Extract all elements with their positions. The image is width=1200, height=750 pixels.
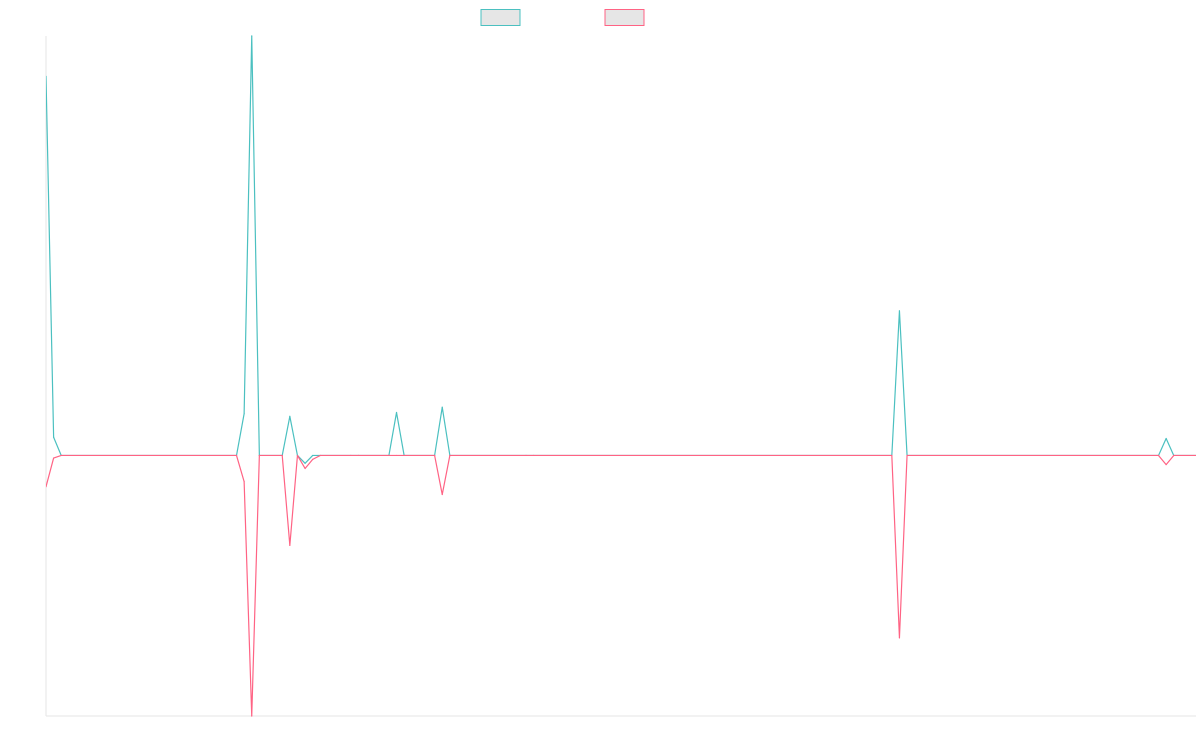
- series-2-point: [60, 454, 62, 457]
- series-1-point: [441, 406, 443, 408]
- series-2-point: [533, 454, 535, 457]
- series-1-point: [898, 310, 901, 312]
- series-1-point: [53, 436, 55, 438]
- series-2-point: [357, 454, 360, 457]
- series-2-point: [312, 458, 314, 460]
- series-2-point: [1196, 455, 1197, 456]
- series-2-point: [1157, 454, 1160, 457]
- series-2-point: [898, 637, 901, 639]
- series-2-point: [449, 454, 451, 457]
- series-2-line: [46, 454, 1196, 717]
- series-2: [46, 454, 1197, 717]
- series-2-point: [243, 480, 245, 483]
- series-2-point: [53, 457, 55, 459]
- series-2-point: [441, 493, 443, 496]
- series-2-point: [395, 454, 398, 457]
- series-2-point: [235, 454, 238, 457]
- series-2-point: [434, 454, 436, 457]
- series-2-point: [296, 454, 299, 457]
- series-1-point: [243, 413, 245, 415]
- series-2-point: [304, 467, 306, 470]
- series-1-line: [46, 35, 1196, 464]
- series-1-point: [1196, 455, 1197, 456]
- series-2-point: [525, 454, 527, 457]
- legend: [480, 9, 645, 26]
- series-layer: [46, 35, 1197, 717]
- axes: [45, 36, 1196, 717]
- series-2-point: [1173, 454, 1175, 457]
- series-1-point: [289, 415, 291, 417]
- series-2-point: [281, 454, 283, 457]
- series-1: [46, 35, 1197, 464]
- series-1-point: [1165, 437, 1167, 440]
- series-2-point: [1165, 463, 1167, 466]
- series-2-point: [891, 454, 893, 457]
- series-1-point: [46, 75, 47, 77]
- series-2-point: [388, 454, 390, 457]
- series-2-point: [289, 544, 291, 546]
- series-2-point: [251, 715, 253, 717]
- series-1-point: [395, 411, 398, 414]
- series-2-point: [906, 454, 908, 457]
- series-1-point: [251, 35, 253, 37]
- series-1-point: [312, 454, 314, 457]
- series-2-point: [46, 486, 47, 488]
- series-1-point: [304, 462, 306, 464]
- series-2-point: [350, 454, 352, 457]
- series-2-point: [319, 454, 321, 457]
- legend-swatch-2[interactable]: [604, 9, 645, 26]
- series-2-point: [258, 454, 260, 457]
- legend-swatch-1[interactable]: [480, 9, 521, 26]
